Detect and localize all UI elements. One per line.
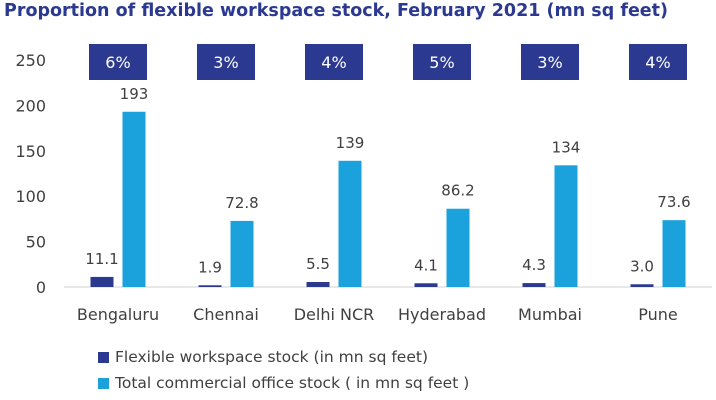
- proportion-badge: [305, 44, 363, 80]
- x-tick-label: Hyderabad: [398, 305, 486, 324]
- legend-item-total: Total commercial office stock ( in mn sq…: [98, 370, 469, 396]
- data-label: 139: [336, 134, 365, 152]
- bar-flexible: [198, 285, 222, 287]
- chart-title: Proportion of flexible workspace stock, …: [4, 1, 669, 21]
- legend-swatch-flexible: [98, 351, 109, 363]
- bar-total: [338, 160, 362, 287]
- data-label: 4.1: [414, 256, 438, 274]
- bar-flexible: [414, 283, 438, 287]
- x-tick-label: Chennai: [193, 305, 259, 324]
- proportion-badge: [629, 44, 687, 80]
- proportion-label: 3%: [537, 53, 562, 72]
- data-label: 5.5: [306, 255, 330, 273]
- chart-legend: Flexible workspace stock (in mn sq feet)…: [98, 344, 469, 396]
- data-label: 193: [120, 85, 149, 103]
- proportion-label: 6%: [105, 53, 130, 72]
- data-label: 3.0: [630, 257, 654, 275]
- proportion-badge: [413, 44, 471, 80]
- y-tick-label: 0: [36, 278, 46, 297]
- y-tick-label: 200: [15, 96, 46, 115]
- legend-swatch-total: [98, 377, 109, 389]
- proportion-label: 4%: [645, 53, 670, 72]
- bar-flexible: [306, 282, 330, 287]
- x-tick-label: Pune: [638, 305, 678, 324]
- bar-total: [554, 165, 578, 287]
- bar-total: [446, 208, 470, 287]
- data-label: 1.9: [198, 258, 222, 276]
- data-label: 86.2: [441, 182, 474, 200]
- legend-label-flexible: Flexible workspace stock (in mn sq feet): [115, 348, 428, 366]
- bar-total: [230, 220, 254, 287]
- bar-flexible: [90, 276, 114, 287]
- bar-flexible: [630, 284, 654, 287]
- data-label: 11.1: [85, 250, 118, 268]
- proportion-badge: [197, 44, 255, 80]
- proportion-label: 4%: [321, 53, 346, 72]
- data-label: 73.6: [657, 193, 690, 211]
- legend-item-flexible: Flexible workspace stock (in mn sq feet): [98, 344, 469, 370]
- proportion-label: 3%: [213, 53, 238, 72]
- y-tick-label: 50: [26, 233, 46, 252]
- bar-chart: 0 50 100 150 200 250 6% 11.1 193 Bengaluru 3% 1.9 72…: [15, 44, 712, 324]
- x-tick-label: Bengaluru: [77, 305, 159, 324]
- x-tick-label: Delhi NCR: [294, 305, 375, 324]
- proportion-badge: [521, 44, 579, 80]
- bar-total: [662, 220, 686, 287]
- legend-label-total: Total commercial office stock ( in mn sq…: [115, 374, 470, 392]
- proportion-label: 5%: [429, 53, 454, 72]
- proportion-badge: [89, 44, 147, 80]
- bar-flexible: [522, 283, 546, 287]
- y-tick-label: 150: [15, 142, 46, 161]
- data-label: 4.3: [522, 256, 546, 274]
- y-tick-label: 100: [15, 187, 46, 206]
- data-label: 134: [552, 138, 581, 156]
- y-tick-label: 250: [15, 51, 46, 70]
- bar-total: [122, 111, 146, 287]
- x-tick-label: Mumbai: [518, 305, 582, 324]
- data-label: 72.8: [225, 194, 258, 212]
